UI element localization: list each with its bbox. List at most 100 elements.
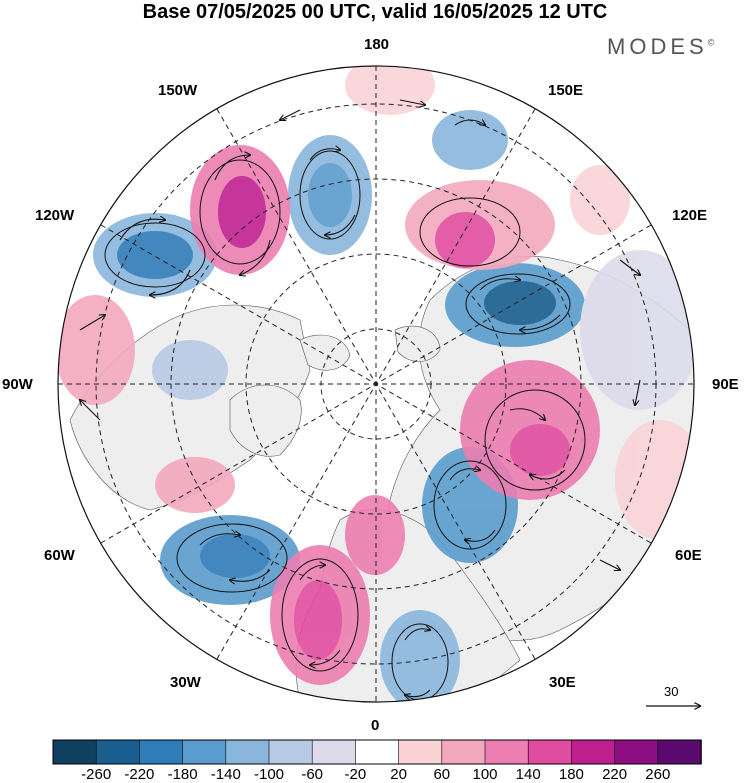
colorbar-swatch (484, 739, 530, 765)
wind-arrow (599, 559, 620, 570)
colorbar-tick-label: -60 (301, 766, 324, 783)
wind-arrow (214, 155, 250, 181)
low-100e-core (484, 281, 556, 325)
wind-arrow (309, 149, 340, 161)
lon-label-30w: 30W (170, 674, 201, 691)
colorbar (52, 739, 702, 765)
wind-arrow (509, 408, 545, 420)
high-135w-core (218, 176, 266, 248)
lon-label-90w: 90W (2, 376, 33, 393)
contour-low-120w (104, 222, 206, 288)
map-title: Base 07/05/2025 00 UTC, valid 16/05/2025… (142, 1, 608, 23)
modes-logo: MODES© (607, 34, 715, 59)
lon-label-150e: 150E (548, 82, 584, 99)
colorbar-swatch (355, 739, 400, 765)
colorbar-tick-label: 260 (645, 766, 671, 783)
low-165e (432, 110, 508, 170)
reference-vector-label: 30 (664, 684, 679, 699)
high-130e-core (435, 212, 495, 268)
wind-arrow (79, 315, 105, 331)
colorbar-labels: -260 -220 -180 -140 -100 -60 -20 20 60 100 140 180 2… (0, 766, 750, 783)
wind-arrow (150, 269, 191, 295)
colorbar-swatch (225, 739, 270, 765)
contour-high-75e (484, 389, 586, 491)
high-75e-core (510, 424, 570, 476)
colorbar-tick-label: 60 (433, 766, 451, 783)
contour-high-130e (419, 197, 521, 267)
colorbar-swatch (441, 739, 486, 765)
colorbar-tick-label: -220 (124, 766, 155, 783)
wind-arrow (240, 239, 271, 275)
wind-arrow (520, 314, 561, 330)
wind-arrow (119, 219, 165, 241)
lon-label-0: 0 (371, 717, 380, 734)
contour-high-15w (281, 558, 359, 672)
wind-arrow (404, 629, 430, 641)
colorbar-swatch (139, 739, 184, 765)
colorbar-tick-label: -140 (210, 766, 241, 783)
graticule (58, 66, 694, 702)
map-boundary (57, 65, 695, 703)
high-10e (345, 495, 405, 575)
contour-low-150w (299, 150, 361, 240)
wind-arrow (80, 400, 101, 421)
high-15w-core (294, 580, 342, 660)
colorbar-swatch (268, 739, 314, 765)
low-45w-core (200, 534, 270, 578)
wind-arrow (635, 379, 641, 405)
colorbar-tick-label: -100 (253, 766, 285, 783)
wind-arrow (405, 689, 431, 697)
wind-arrow (399, 99, 425, 105)
wind-arrow (530, 469, 566, 479)
high-135e-edge (570, 165, 630, 235)
positive-anomalies (58, 66, 694, 685)
colorbar-swatch (657, 739, 702, 765)
high-60w (155, 457, 235, 513)
latitude-circle (245, 253, 507, 515)
wind-arrow (199, 534, 240, 546)
wind-arrow (299, 565, 325, 581)
colorbar-tick-label: 100 (472, 766, 498, 783)
colorbar-tick-label: 140 (515, 766, 541, 783)
colorbar-tick-label: 180 (558, 766, 584, 783)
wind-arrow (479, 279, 520, 291)
contour-low-45e (433, 460, 507, 550)
map-disc (58, 66, 694, 702)
high-95w (58, 295, 135, 405)
lon-label-180: 180 (364, 36, 390, 53)
colorbar-swatch (571, 739, 616, 765)
wind-arrow (280, 109, 301, 120)
wind-arrow (325, 214, 356, 235)
high-60e-edge (615, 420, 694, 540)
wind-arrow (310, 649, 341, 665)
low-85w (152, 340, 228, 400)
contour-high-135w (199, 159, 281, 265)
lon-label-60w: 60W (44, 547, 75, 564)
lon-label-90e: 90E (712, 376, 739, 393)
colorbar-swatch (95, 739, 141, 765)
colorbar-swatch (614, 739, 659, 765)
negative-anomalies (93, 110, 694, 702)
wind-arrow (465, 529, 496, 541)
lon-label-120w: 120W (35, 207, 75, 224)
wind-arrow (619, 259, 640, 275)
high-180 (345, 66, 435, 115)
meridian-150 (216, 108, 536, 660)
contour-low-100e (465, 273, 571, 335)
wind-arrow (449, 469, 480, 481)
colorbar-swatch (52, 739, 98, 765)
contour-low-45w (176, 523, 288, 593)
colorbar-frame (52, 739, 702, 765)
weak-neg-east (580, 250, 694, 410)
colorbar-tick-label: -20 (344, 766, 367, 783)
contours (104, 150, 586, 701)
colorbar-swatch (182, 739, 227, 765)
colorbar-swatch (527, 739, 573, 765)
low-150w-core (308, 163, 352, 227)
colorbar-tick-label: 220 (602, 766, 628, 783)
lon-label-120e: 120E (672, 207, 708, 224)
colorbar-swatch (311, 739, 357, 765)
colorbar-tick-label: -180 (167, 766, 198, 783)
colorbar-tick-label: 20 (390, 766, 407, 783)
